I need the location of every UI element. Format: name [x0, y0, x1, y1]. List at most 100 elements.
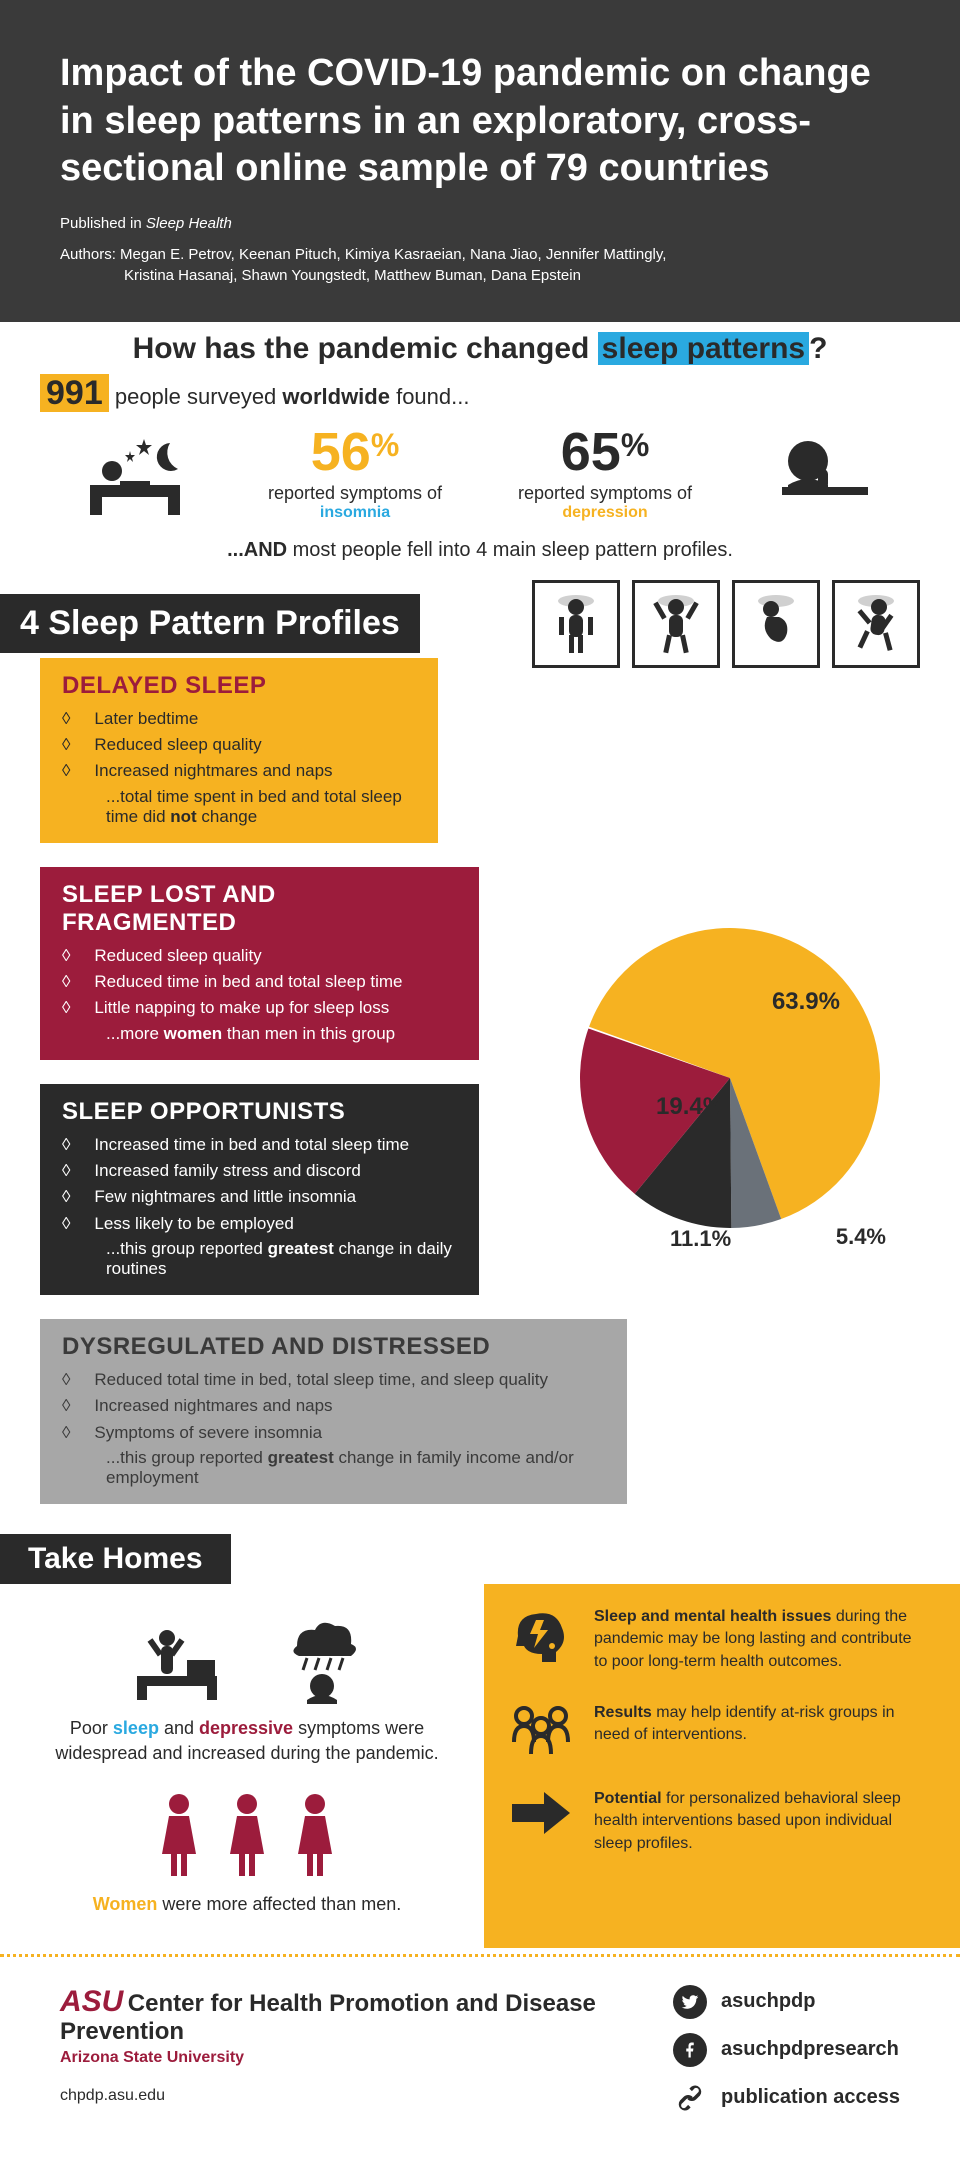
intro-section: How has the pandemic changed sleep patte…	[0, 322, 960, 580]
link-row[interactable]: publication access	[673, 2081, 900, 2115]
twitter-handle: asuchpdp	[721, 1990, 815, 2013]
pie-lbl-3: 11.1%	[670, 1226, 731, 1252]
authors-prefix: Authors:	[60, 246, 120, 263]
delayed-list: Later bedtime Reduced sleep quality Incr…	[62, 706, 416, 785]
link-label: publication access	[721, 2086, 900, 2109]
stats-row: 56% reported symptoms of insomnia 65% re…	[40, 425, 920, 525]
center-name: Center for Health Promotion and Disease …	[60, 1990, 596, 2045]
university-name: Arizona State University	[60, 2049, 673, 2067]
count-a: people surveyed	[109, 384, 283, 409]
pose-icon-4	[832, 580, 920, 668]
count-bold: worldwide	[282, 384, 390, 409]
s2s: %	[621, 427, 649, 463]
list-item: Increased nightmares and naps	[62, 1393, 605, 1419]
q-a: How has the pandemic changed	[133, 332, 598, 365]
intro-count: 991 people surveyed worldwide found...	[40, 374, 920, 413]
list-item: Reduced total time in bed, total sleep t…	[62, 1367, 605, 1393]
take-banner: Take Homes	[0, 1534, 231, 1584]
foot-b: most people fell into 4 main sleep patte…	[287, 539, 733, 561]
facebook-row[interactable]: asuchpdpresearch	[673, 2033, 900, 2067]
card-opportunists: SLEEP OPPORTUNISTS Increased time in bed…	[40, 1084, 479, 1295]
authors-l1: Megan E. Petrov, Keenan Pituch, Kimiya K…	[120, 246, 666, 263]
pie-chart-column: 63.9% 19.4% 11.1% 5.4%	[580, 668, 920, 1228]
list-item: Reduced time in bed and total sleep time	[62, 969, 457, 995]
sad-person-icon	[750, 425, 890, 525]
raincloud-icon	[277, 1616, 367, 1706]
list-item: Increased nightmares and naps	[62, 758, 416, 784]
page-title: Impact of the COVID-19 pandemic on chang…	[60, 50, 900, 193]
pub-prefix: Published in	[60, 215, 146, 232]
women-icons	[40, 1792, 454, 1882]
list-item: Reduced sleep quality	[62, 732, 416, 758]
q-b: ?	[809, 332, 827, 365]
list-item: Less likely to be employed	[62, 1211, 457, 1237]
dys-title: DYSREGULATED AND DISTRESSED	[62, 1333, 605, 1361]
lost-title: SLEEP LOST AND FRAGMENTED	[62, 881, 457, 937]
authors: Authors: Megan E. Petrov, Keenan Pituch,…	[60, 244, 900, 286]
header-block: Impact of the COVID-19 pandemic on chang…	[0, 0, 960, 322]
dys-note: ...this group reported greatest change i…	[106, 1448, 605, 1488]
stat2-pct: 65%	[500, 425, 710, 479]
pie-chart: 63.9% 19.4% 11.1% 5.4%	[580, 928, 880, 1228]
intro-question: How has the pandemic changed sleep patte…	[40, 332, 920, 366]
s1n: 56	[311, 422, 371, 482]
take-section: Poor sleep and depressive symptoms were …	[0, 1584, 960, 1948]
link-icon	[673, 2081, 707, 2115]
card-delayed: DELAYED SLEEP Later bedtime Reduced slee…	[40, 658, 438, 843]
take-left: Poor sleep and depressive symptoms were …	[0, 1584, 484, 1948]
take-p2: Women were more affected than men.	[40, 1892, 454, 1917]
lost-note: ...more women than men in this group	[106, 1024, 457, 1044]
take-txt-2: Results may help identify at-risk groups…	[594, 1702, 920, 1747]
bed-night-icon	[70, 425, 210, 525]
count-b: found...	[390, 384, 470, 409]
list-item: Few nightmares and little insomnia	[62, 1184, 457, 1210]
list-item: Later bedtime	[62, 706, 416, 732]
kw-women: Women	[93, 1894, 158, 1914]
take-banner-row: Take Homes	[0, 1534, 960, 1584]
pie-lbl-2: 5.4%	[836, 1224, 886, 1250]
kw-dep: depressive	[199, 1718, 293, 1738]
opp-note: ...this group reported greatest change i…	[106, 1239, 457, 1279]
take-item-2: Results may help identify at-risk groups…	[506, 1702, 920, 1762]
footer-right: asuchpdp asuchpdpresearch publication ac…	[673, 1985, 900, 2115]
footer-left: ASU Center for Health Promotion and Dise…	[60, 1985, 673, 2105]
foot-bold: ...AND	[227, 539, 287, 561]
stat-depression: 65% reported symptoms of depression	[500, 425, 710, 522]
pie-lbl-4: 19.4%	[656, 1093, 724, 1121]
authors-l2: Kristina Hasanaj, Shawn Youngstedt, Matt…	[124, 265, 900, 286]
card-dysregulated: DYSREGULATED AND DISTRESSED Reduced tota…	[40, 1319, 627, 1504]
footer: ASU Center for Health Promotion and Dise…	[0, 1957, 960, 2165]
wake-icon	[127, 1616, 237, 1706]
delayed-title: DELAYED SLEEP	[62, 672, 416, 700]
take-p1: Poor sleep and depressive symptoms were …	[40, 1716, 454, 1766]
list-item: Symptoms of severe insomnia	[62, 1420, 605, 1446]
take-item-1: Sleep and mental health issues during th…	[506, 1606, 920, 1676]
people-group-icon	[506, 1702, 576, 1762]
facebook-icon	[673, 2033, 707, 2067]
twitter-row[interactable]: asuchpdp	[673, 1985, 900, 2019]
card-lost: SLEEP LOST AND FRAGMENTED Reduced sleep …	[40, 867, 479, 1060]
pose-icon-2	[632, 580, 720, 668]
profiles-header: 4 Sleep Pattern Profiles	[0, 580, 960, 668]
take-txt-3: Potential for personalized behavioral sl…	[594, 1788, 920, 1855]
dys-list: Reduced total time in bed, total sleep t…	[62, 1367, 605, 1446]
lost-list: Reduced sleep quality Reduced time in be…	[62, 943, 457, 1022]
opp-list: Increased time in bed and total sleep ti…	[62, 1132, 457, 1237]
facebook-handle: asuchpdpresearch	[721, 2038, 899, 2061]
sleep-pose-icons	[532, 580, 920, 668]
delayed-note: ...total time spent in bed and total sle…	[106, 787, 416, 827]
profile-cards: DELAYED SLEEP Later bedtime Reduced slee…	[40, 668, 550, 1504]
asu-mark: ASU	[60, 1985, 123, 2018]
footer-url: chpdp.asu.edu	[60, 2087, 673, 2105]
list-item: Little napping to make up for sleep loss	[62, 995, 457, 1021]
arrow-right-icon	[506, 1788, 576, 1838]
list-item: Increased time in bed and total sleep ti…	[62, 1132, 457, 1158]
s1s: %	[371, 427, 399, 463]
take-left-icons	[40, 1616, 454, 1706]
brain-storm-icon	[506, 1606, 576, 1676]
profiles-section: DELAYED SLEEP Later bedtime Reduced slee…	[0, 668, 960, 1534]
q-highlight: sleep patterns	[598, 332, 809, 365]
s2n: 65	[561, 422, 621, 482]
stat-insomnia: 56% reported symptoms of insomnia	[250, 425, 460, 522]
stat1-pct: 56%	[250, 425, 460, 479]
